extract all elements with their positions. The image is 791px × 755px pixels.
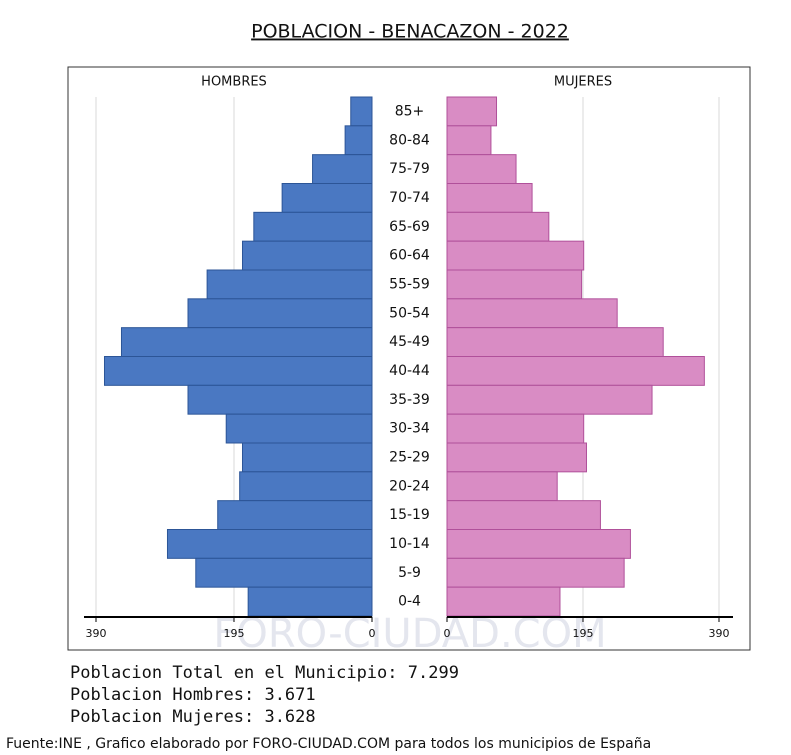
bar bbox=[217, 500, 373, 530]
category-label: 85+ bbox=[395, 103, 425, 119]
bar bbox=[247, 586, 373, 617]
bar bbox=[446, 586, 561, 617]
stat-line: Poblacion Total en el Municipio: 7.299 bbox=[70, 663, 459, 683]
category-label: 35-39 bbox=[389, 392, 430, 408]
category-label: 55-59 bbox=[389, 276, 430, 292]
x-tick-label: 195 bbox=[573, 627, 594, 640]
bar bbox=[225, 413, 373, 444]
category-label: 20-24 bbox=[389, 478, 430, 494]
bar bbox=[446, 413, 585, 444]
category-label: 25-29 bbox=[389, 449, 430, 465]
x-tick-label: 195 bbox=[224, 627, 245, 640]
bar bbox=[241, 240, 373, 271]
bar bbox=[446, 125, 492, 156]
category-label: 30-34 bbox=[389, 421, 430, 437]
bar bbox=[446, 240, 585, 271]
bar bbox=[312, 154, 373, 185]
category-label: 40-44 bbox=[389, 363, 430, 379]
bar bbox=[446, 529, 631, 559]
bar bbox=[344, 125, 373, 156]
legend-label: MUJERES bbox=[554, 75, 612, 90]
bar bbox=[446, 442, 587, 473]
category-label: 50-54 bbox=[389, 305, 430, 321]
x-tick-label: 390 bbox=[709, 627, 730, 640]
bar bbox=[166, 529, 373, 559]
bar bbox=[239, 471, 373, 502]
category-label: 65-69 bbox=[389, 219, 430, 235]
bar bbox=[446, 211, 550, 242]
bar bbox=[187, 384, 373, 415]
bar bbox=[446, 471, 558, 502]
bar bbox=[446, 298, 618, 329]
bar bbox=[446, 384, 653, 415]
category-label: 75-79 bbox=[389, 161, 430, 177]
bar bbox=[195, 557, 373, 588]
bar bbox=[350, 96, 373, 127]
x-tick-label: 0 bbox=[444, 627, 451, 640]
bar bbox=[187, 298, 373, 329]
bar bbox=[241, 442, 373, 473]
bar bbox=[446, 327, 664, 357]
watermark: FORO-CIUDAD.COM bbox=[213, 611, 606, 657]
x-tick-label: 390 bbox=[86, 627, 107, 640]
bar bbox=[281, 183, 373, 213]
bar bbox=[120, 327, 373, 357]
bar bbox=[446, 356, 705, 386]
x-tick-label: 0 bbox=[369, 627, 376, 640]
category-label: 45-49 bbox=[389, 334, 430, 350]
category-label: 5-9 bbox=[398, 565, 421, 581]
bar bbox=[446, 269, 583, 300]
category-label: 15-19 bbox=[389, 507, 430, 523]
stat-line: Poblacion Mujeres: 3.628 bbox=[70, 707, 316, 727]
stat-line: Poblacion Hombres: 3.671 bbox=[70, 685, 316, 705]
bar bbox=[206, 269, 373, 300]
category-label: 0-4 bbox=[398, 594, 421, 610]
category-label: 80-84 bbox=[389, 132, 430, 148]
source: Fuente:INE , Grafico elaborado por FORO-… bbox=[6, 736, 651, 752]
category-label: 60-64 bbox=[389, 248, 430, 264]
bar bbox=[103, 356, 373, 386]
bar bbox=[446, 183, 533, 213]
category-label: 10-14 bbox=[389, 536, 430, 552]
chart-title: POBLACION - BENACAZON - 2022 bbox=[251, 21, 569, 43]
bar bbox=[446, 557, 625, 588]
bar bbox=[446, 500, 601, 530]
bar bbox=[446, 154, 517, 185]
category-label: 70-74 bbox=[389, 190, 430, 206]
legend-label: HOMBRES bbox=[201, 75, 267, 90]
bar bbox=[446, 96, 498, 127]
bar bbox=[253, 211, 373, 242]
